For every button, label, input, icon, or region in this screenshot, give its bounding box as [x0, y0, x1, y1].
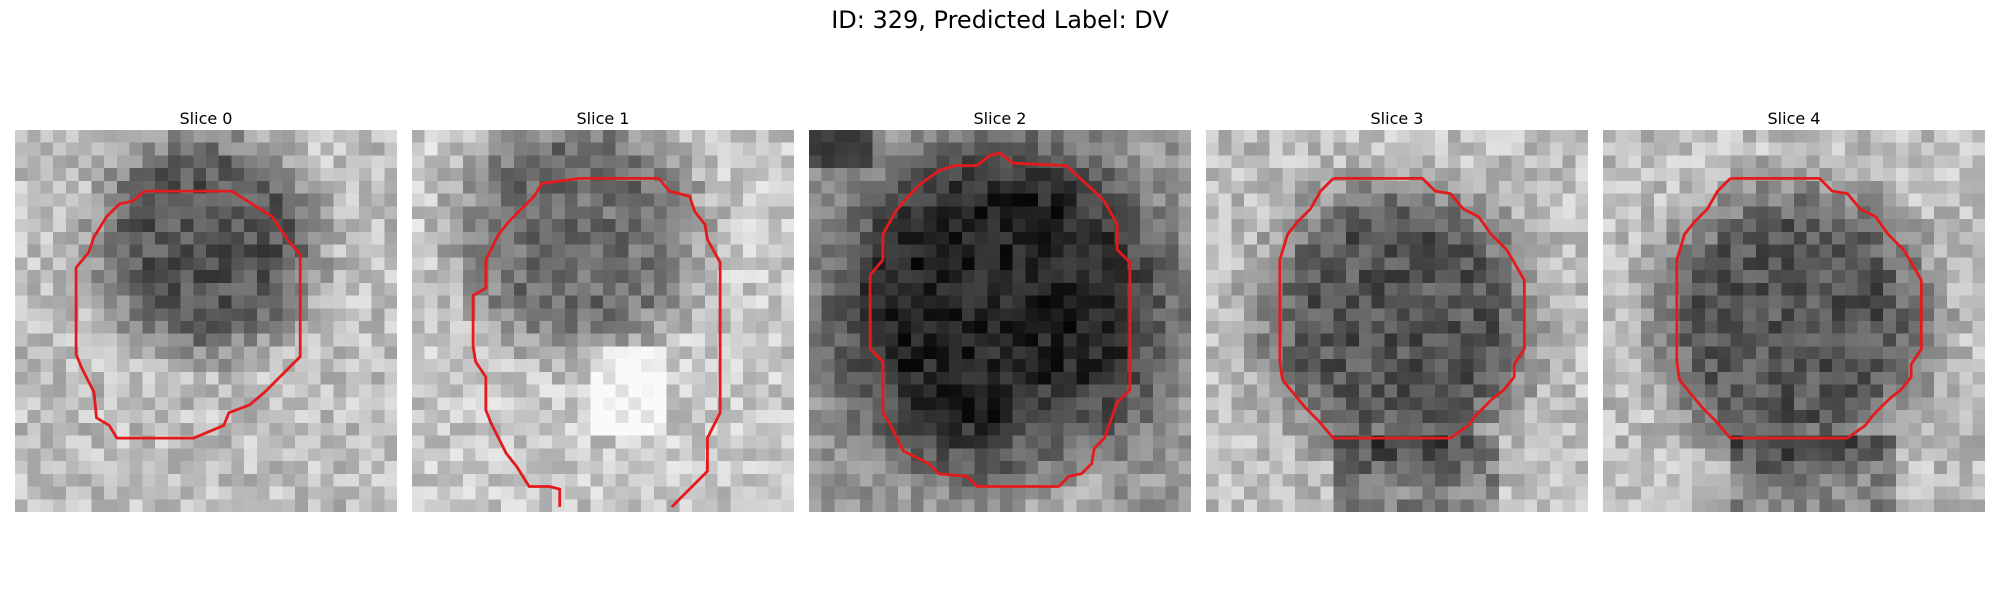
figure-title: ID: 329, Predicted Label: DV [831, 6, 1169, 34]
slice-panel-3: Slice 3 [1206, 108, 1588, 512]
segmentation-contour [1278, 176, 1526, 440]
slice-title: Slice 2 [973, 109, 1027, 128]
segmentation-contour [868, 151, 1132, 488]
pixel-grid [15, 130, 397, 512]
slice-title: Slice 4 [1767, 109, 1821, 128]
segmentation-contour [471, 176, 722, 508]
pixel-grid [809, 130, 1191, 512]
slice-panel-4: Slice 4 [1603, 108, 1985, 512]
slice-panel-1: Slice 1 [412, 108, 794, 512]
slice-image [1206, 130, 1588, 512]
slice-image [412, 130, 794, 512]
slice-image [15, 130, 397, 512]
slice-title: Slice 0 [179, 109, 233, 128]
slice-title: Slice 3 [1370, 109, 1424, 128]
slice-image [809, 130, 1191, 512]
slice-title: Slice 1 [576, 109, 630, 128]
slice-panel-0: Slice 0 [15, 108, 397, 512]
slice-panel-2: Slice 2 [809, 108, 1191, 512]
segmentation-contour [1675, 176, 1923, 440]
slice-image [1603, 130, 1985, 512]
pixel-grid [1603, 130, 1985, 512]
segmentation-contour [74, 189, 302, 440]
pixel-grid [412, 130, 794, 512]
pixel-grid [1206, 130, 1588, 512]
